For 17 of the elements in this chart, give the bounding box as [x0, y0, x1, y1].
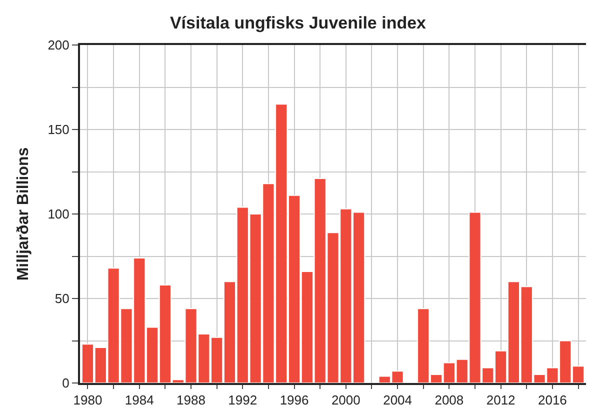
x-tick-label: 1996 — [280, 392, 309, 408]
x-tick-label: 1984 — [124, 392, 154, 408]
y-tick-label: 200 — [48, 38, 70, 53]
y-tick-label: 0 — [62, 376, 70, 391]
y-tick-label: 150 — [48, 122, 70, 138]
y-axis-title: Milljarðar Billions — [15, 147, 32, 281]
x-tick-label: 1992 — [228, 392, 258, 408]
x-tick-label: 2004 — [383, 392, 412, 408]
y-tick-label: 50 — [54, 291, 70, 306]
x-tick-label: 2000 — [331, 392, 360, 408]
x-tick-label: 1988 — [176, 392, 206, 408]
y-tick-label: 100 — [48, 206, 70, 222]
x-tick-label: 2012 — [486, 392, 516, 408]
x-tick-label: 2008 — [434, 392, 464, 408]
chart-title: Vísitala ungfisks Juvenile index — [170, 14, 427, 33]
x-tick-label: 1980 — [73, 392, 102, 408]
x-tick-label: 2016 — [538, 392, 567, 408]
